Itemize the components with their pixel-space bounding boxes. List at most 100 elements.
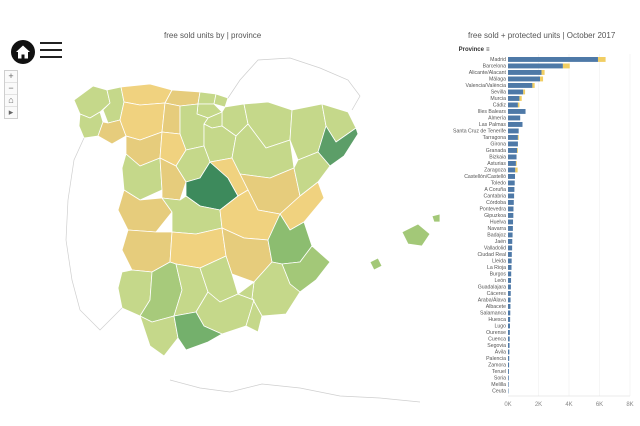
bar-free-sold[interactable] (508, 343, 510, 348)
bar-free-sold[interactable] (508, 317, 511, 322)
category-label: Ourense (486, 330, 506, 336)
map-region-asturias[interactable] (120, 83, 173, 106)
bar-free-sold[interactable] (508, 174, 516, 179)
sort-icon[interactable]: ≡ (486, 47, 490, 53)
bar-protected[interactable] (541, 70, 545, 75)
map-region-almeria[interactable] (237, 281, 263, 333)
bar-free-sold[interactable] (508, 161, 516, 166)
bar-free-sold[interactable] (508, 265, 512, 270)
bar-free-sold[interactable] (508, 200, 514, 205)
expand-button[interactable]: ▸ (8, 107, 14, 117)
bar-free-sold[interactable] (508, 226, 513, 231)
category-label: Palencia (486, 356, 506, 362)
home-button[interactable] (11, 40, 35, 64)
bar-free-sold[interactable] (508, 245, 513, 251)
map-region-caceres[interactable] (117, 189, 173, 233)
bar-free-sold[interactable] (508, 57, 598, 62)
bar-free-sold[interactable] (508, 167, 516, 173)
bar-free-sold[interactable] (508, 278, 512, 283)
bar-free-sold[interactable] (508, 70, 542, 75)
bar-free-sold[interactable] (508, 304, 511, 309)
map-region-menorca[interactable] (431, 213, 440, 223)
bar-free-sold[interactable] (508, 284, 511, 290)
category-label: Santa Cruz de Tenerife (453, 129, 506, 135)
bar-free-sold[interactable] (508, 102, 518, 108)
bar-free-sold[interactable] (508, 291, 511, 296)
bar-protected[interactable] (517, 148, 518, 153)
bar-free-sold[interactable] (508, 271, 512, 277)
bar-free-sold[interactable] (508, 219, 514, 225)
bar-free-sold[interactable] (508, 349, 510, 355)
bar-free-sold[interactable] (508, 252, 512, 257)
bar-free-sold[interactable] (508, 96, 520, 101)
category-label: Guadalajara (478, 285, 506, 291)
province-header[interactable]: Province (459, 47, 485, 53)
bar-free-sold[interactable] (508, 76, 541, 82)
category-label: Toledo (491, 181, 506, 187)
bar-free-sold[interactable] (508, 122, 523, 127)
bar-free-sold[interactable] (508, 109, 526, 114)
bar-free-sold[interactable] (508, 83, 533, 88)
map-region-ibiza[interactable] (369, 257, 383, 271)
bar-free-sold[interactable] (508, 141, 518, 147)
bar-free-sold[interactable] (508, 258, 512, 264)
bar-free-sold[interactable] (508, 323, 510, 329)
province-map[interactable] (0, 0, 440, 426)
map-region-palencia[interactable] (161, 102, 181, 135)
bar-free-sold[interactable] (508, 187, 515, 192)
bar-free-sold[interactable] (508, 135, 518, 140)
map-region-bizkaia[interactable] (197, 91, 217, 105)
bar-free-sold[interactable] (508, 375, 509, 381)
bar-protected[interactable] (523, 89, 526, 95)
bar-free-sold[interactable] (508, 382, 509, 387)
category-label: Illes Balears (478, 109, 507, 115)
zoom-out-button[interactable]: − (5, 83, 17, 95)
map-region-cadiz[interactable] (139, 315, 179, 357)
bar-free-sold[interactable] (508, 362, 510, 368)
bar-protected[interactable] (540, 76, 544, 82)
bar-free-sold[interactable] (508, 148, 518, 153)
bar-free-sold[interactable] (508, 128, 519, 134)
bar-free-sold[interactable] (508, 356, 510, 361)
bar-protected[interactable] (515, 161, 517, 166)
category-label: Sevilla (491, 90, 506, 96)
bar-protected[interactable] (519, 96, 522, 101)
bar-free-sold[interactable] (508, 89, 524, 95)
category-label: Granada (486, 148, 506, 154)
map-region-malaga[interactable] (173, 311, 223, 351)
bar-free-sold[interactable] (508, 369, 509, 374)
map-region-gipuzkoa[interactable] (213, 93, 229, 108)
category-label: Valladolid (484, 246, 506, 252)
bar-free-sold[interactable] (508, 239, 513, 244)
category-label: A Coruña (484, 187, 506, 193)
category-label: Málaga (489, 77, 506, 83)
bar-free-sold[interactable] (508, 115, 521, 121)
category-label: La Rioja (487, 265, 506, 271)
bar-free-sold[interactable] (508, 336, 510, 342)
menu-button[interactable] (40, 42, 62, 60)
category-label: Zaragoza (484, 168, 506, 174)
bar-free-sold[interactable] (508, 63, 563, 69)
zoom-in-button[interactable]: + (5, 71, 17, 83)
bar-free-sold[interactable] (508, 310, 511, 316)
bar-protected[interactable] (517, 135, 519, 140)
bar-free-sold[interactable] (508, 193, 515, 199)
bar-free-sold[interactable] (508, 232, 513, 238)
category-label: Zamora (488, 363, 506, 369)
bar-protected[interactable] (597, 57, 606, 62)
bar-protected[interactable] (517, 102, 520, 108)
bar-protected[interactable] (562, 63, 570, 69)
map-region-illes-balears[interactable] (401, 223, 431, 247)
bar-free-sold[interactable] (508, 180, 515, 186)
map-home-button[interactable]: ⌂ (5, 95, 17, 107)
bar-free-sold[interactable] (508, 297, 511, 303)
bar-free-sold[interactable] (508, 330, 510, 335)
bar-protected[interactable] (532, 83, 535, 88)
map-region-salamanca[interactable] (121, 153, 163, 201)
bar-free-sold[interactable] (508, 206, 514, 212)
bar-protected[interactable] (515, 167, 518, 173)
bar-free-sold[interactable] (508, 213, 514, 218)
bar-chart-title: free sold + protected units | October 20… (468, 31, 616, 40)
x-tick-label: 6K (596, 402, 603, 408)
bar-free-sold[interactable] (508, 154, 517, 160)
